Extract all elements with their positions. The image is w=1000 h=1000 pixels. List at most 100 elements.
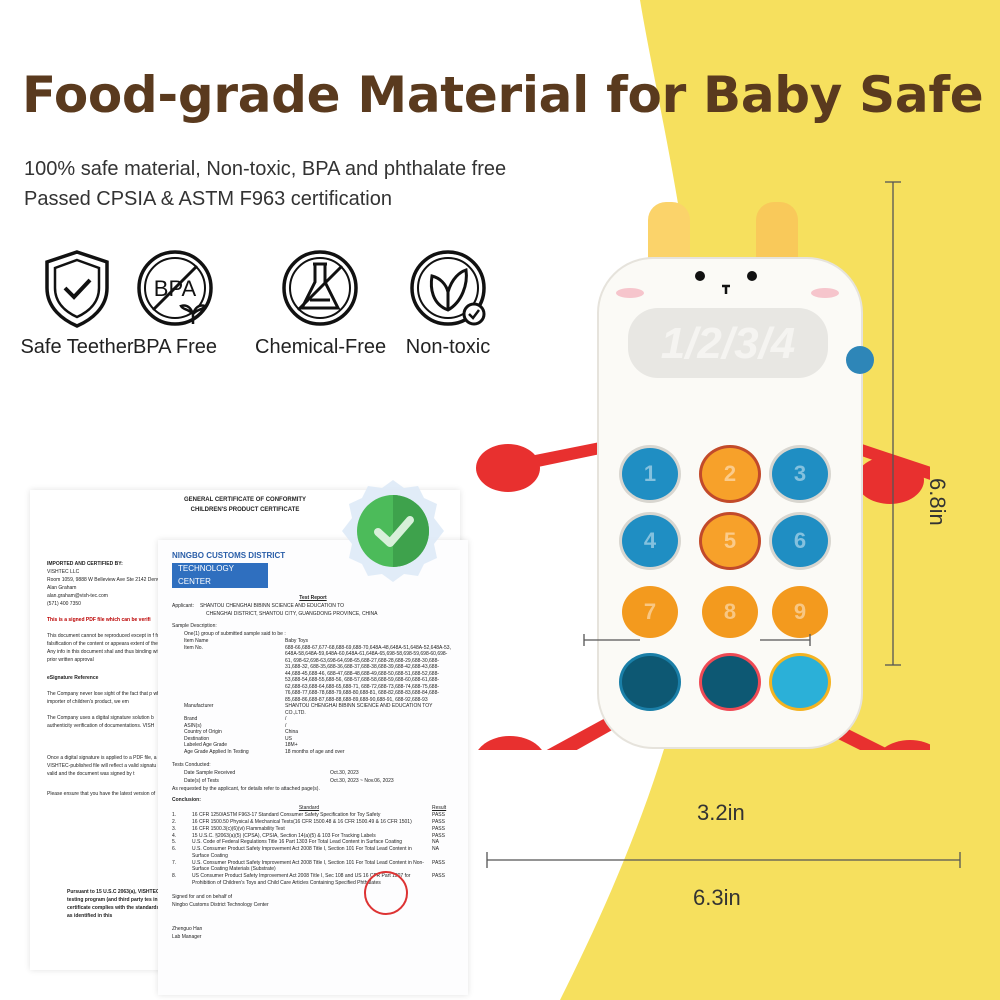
feature-chemical-free: Chemical-Free (255, 248, 387, 359)
leaf-check-icon (410, 250, 486, 326)
feature-label: Safe Teether (20, 336, 134, 358)
feature-label: Chemical-Free (255, 336, 387, 358)
result-value: PASS (432, 819, 445, 826)
result-row: 2. 16 CFR 1500.50 Physical & Mechanical T… (172, 819, 454, 826)
feature-non-toxic: Non-toxic (383, 248, 513, 359)
email: alan.graham@vish-tec.com (47, 593, 108, 599)
field-key: Destination (184, 735, 210, 742)
keypad-button[interactable]: 4 (622, 515, 678, 567)
official-seal (364, 871, 408, 915)
test-report: NINGBO CUSTOMS DISTRICT TECHNOLOGY CENTE… (158, 540, 468, 995)
field-value: SHANTOU CHENGHAI BIBINN SCIENCE AND EDUC… (285, 703, 433, 716)
keypad-button[interactable]: 1 (622, 448, 678, 500)
signer-name: Zhenguo Han (172, 925, 203, 932)
result-value: NA (432, 839, 439, 846)
sample-intro: One(1) group of submitted sample said to… (184, 631, 286, 638)
certificate-title-1: GENERAL CERTIFICATE OF CONFORMITY (183, 497, 307, 503)
result-value: PASS (432, 859, 445, 866)
result-value: PASS (432, 832, 445, 839)
keypad-button[interactable] (772, 656, 828, 708)
keypad-button[interactable]: 3 (772, 448, 828, 500)
result-row: 8. US Consumer Product Safety Improvement… (172, 873, 454, 887)
result-header: Result (432, 805, 447, 812)
height-dimension-label: 6.8in (925, 478, 950, 526)
result-row: 1. 16 CFR 1250/ASTM F963-17 Standard Cons… (172, 812, 454, 819)
feature-bpa-free: BPA BPA Free (110, 248, 240, 359)
field-value: 18 months of age and over (285, 748, 345, 755)
report-field: Item Name Baby Toys (184, 638, 454, 645)
test-dates: Oct.30, 2023 ~ Nov.06, 2023 (330, 778, 394, 785)
keypad-button[interactable]: 7 (622, 586, 678, 638)
paragraph: This document cannot be reproduced excep… (47, 633, 177, 663)
report-field: Manufacturer SHANTOU CHENGHAI BIBINN SCIE… (184, 703, 454, 716)
company: VISHTEC LLC (47, 569, 80, 575)
result-value: NA (432, 846, 439, 853)
result-value: PASS (432, 825, 445, 832)
result-number: 8. (172, 873, 177, 880)
result-number: 4. (172, 832, 177, 839)
width-dimension-label: 6.3in (693, 885, 741, 910)
shield-check-icon (45, 250, 109, 328)
keypad-button[interactable]: 9 (772, 586, 828, 638)
result-row: 4. 15 U.S.C. §2063(a)(5) (CPSA), CPSIA, S… (172, 833, 454, 840)
field-key: Labeled Age Grade (184, 742, 228, 749)
keypad-button[interactable] (622, 656, 678, 708)
field-value: US (285, 735, 292, 742)
subtitle-line-2: Passed CPSIA & ASTM F963 certification (24, 188, 392, 210)
field-value: 688-66,688-67,677-68,688-69,688-70,648A-… (285, 644, 451, 703)
conclusion-heading: Conclusion: (172, 797, 201, 804)
result-number: 3. (172, 825, 177, 832)
applicant-address: CHENGHAI DISTRICT, SHANTOU CITY, GUANGDO… (206, 611, 378, 618)
phone: (571) 400 7350 (47, 601, 81, 607)
address: Room 1059, 9888 W Belleview Ave Ste 2142… (47, 577, 171, 583)
field-key: Brand (184, 716, 198, 723)
paragraph: The Company uses a digital signature sol… (47, 715, 155, 729)
result-standard: 15 U.S.C. §2063(a)(5) (CPSA), CPSIA, Sec… (192, 832, 376, 839)
result-row: 5. U.S. Code of Federal Regulations Title… (172, 839, 454, 846)
result-standard: 16 CFR 1500.50 Physical & Mechanical Tes… (192, 819, 412, 826)
field-value: Baby Toys (285, 638, 308, 645)
sample-description: Sample Description: (172, 623, 217, 630)
result-number: 1. (172, 812, 177, 819)
test-dates-label: Date(s) of Tests (184, 778, 219, 785)
result-value: PASS (432, 812, 445, 819)
result-row: 7. U.S. Consumer Product Safety Improveme… (172, 860, 454, 874)
result-row: 6. U.S. Consumer Product Safety Improveme… (172, 846, 454, 860)
result-standard: US Consumer Product Safety Improvement A… (192, 873, 411, 886)
verified-check-badge-icon (342, 480, 444, 582)
keypad-button[interactable]: 6 (772, 515, 828, 567)
report-heading: Test Report (299, 595, 327, 602)
field-key: Country of Origin (184, 729, 222, 736)
subtitle-line-1: 100% safe material, Non-toxic, BPA and p… (24, 158, 507, 180)
keypad-button[interactable] (702, 656, 758, 708)
report-org-1: NINGBO CUSTOMS DISTRICT (172, 551, 286, 560)
certificate-title-2: CHILDREN'S PRODUCT CERTIFICATE (190, 506, 300, 513)
contact: Alan Graham (47, 585, 77, 591)
applicant-label: Applicant: (172, 603, 194, 610)
paragraph: Please ensure that you have the latest v… (47, 791, 156, 797)
received-date: Oct.30, 2023 (330, 770, 359, 777)
imported-label: IMPORTED AND CERTIFIED BY: (47, 561, 123, 567)
report-field: Age Grade Applied In Testing 18 months of… (184, 749, 454, 756)
report-field: Destination US (184, 736, 454, 743)
display-numbers: 1/2/3/4 (661, 319, 796, 368)
signed-for: Signed for and on behalf of (172, 893, 233, 900)
applicant: SHANTOU CHENGHAI BIBINN SCIENCE AND EDUC… (199, 603, 345, 610)
report-org-2: TECHNOLOGY CENTER (172, 562, 268, 589)
keypad-button[interactable]: 2 (702, 448, 758, 500)
result-number: 7. (172, 859, 177, 866)
esignature-heading: eSignature Reference (47, 675, 99, 681)
result-standard: U.S. Consumer Product Safety Improvement… (192, 859, 424, 873)
keypad-button[interactable]: 5 (702, 515, 758, 567)
keypad-button[interactable]: 8 (702, 586, 758, 638)
result-number: 6. (172, 846, 177, 853)
received-label: Date Sample Received (184, 770, 236, 777)
field-value: 18M+ (285, 742, 298, 749)
requested-note: As requested by the applicant, for detai… (172, 786, 320, 793)
report-field: Labeled Age Grade 18M+ (184, 742, 454, 749)
field-key: ASIN(s) (184, 722, 202, 729)
field-key: Item Name (184, 638, 209, 645)
signed-org: Ningbo Customs District Technology Cente… (172, 901, 269, 908)
field-value: China (285, 729, 299, 736)
report-field: Brand / (184, 716, 454, 723)
